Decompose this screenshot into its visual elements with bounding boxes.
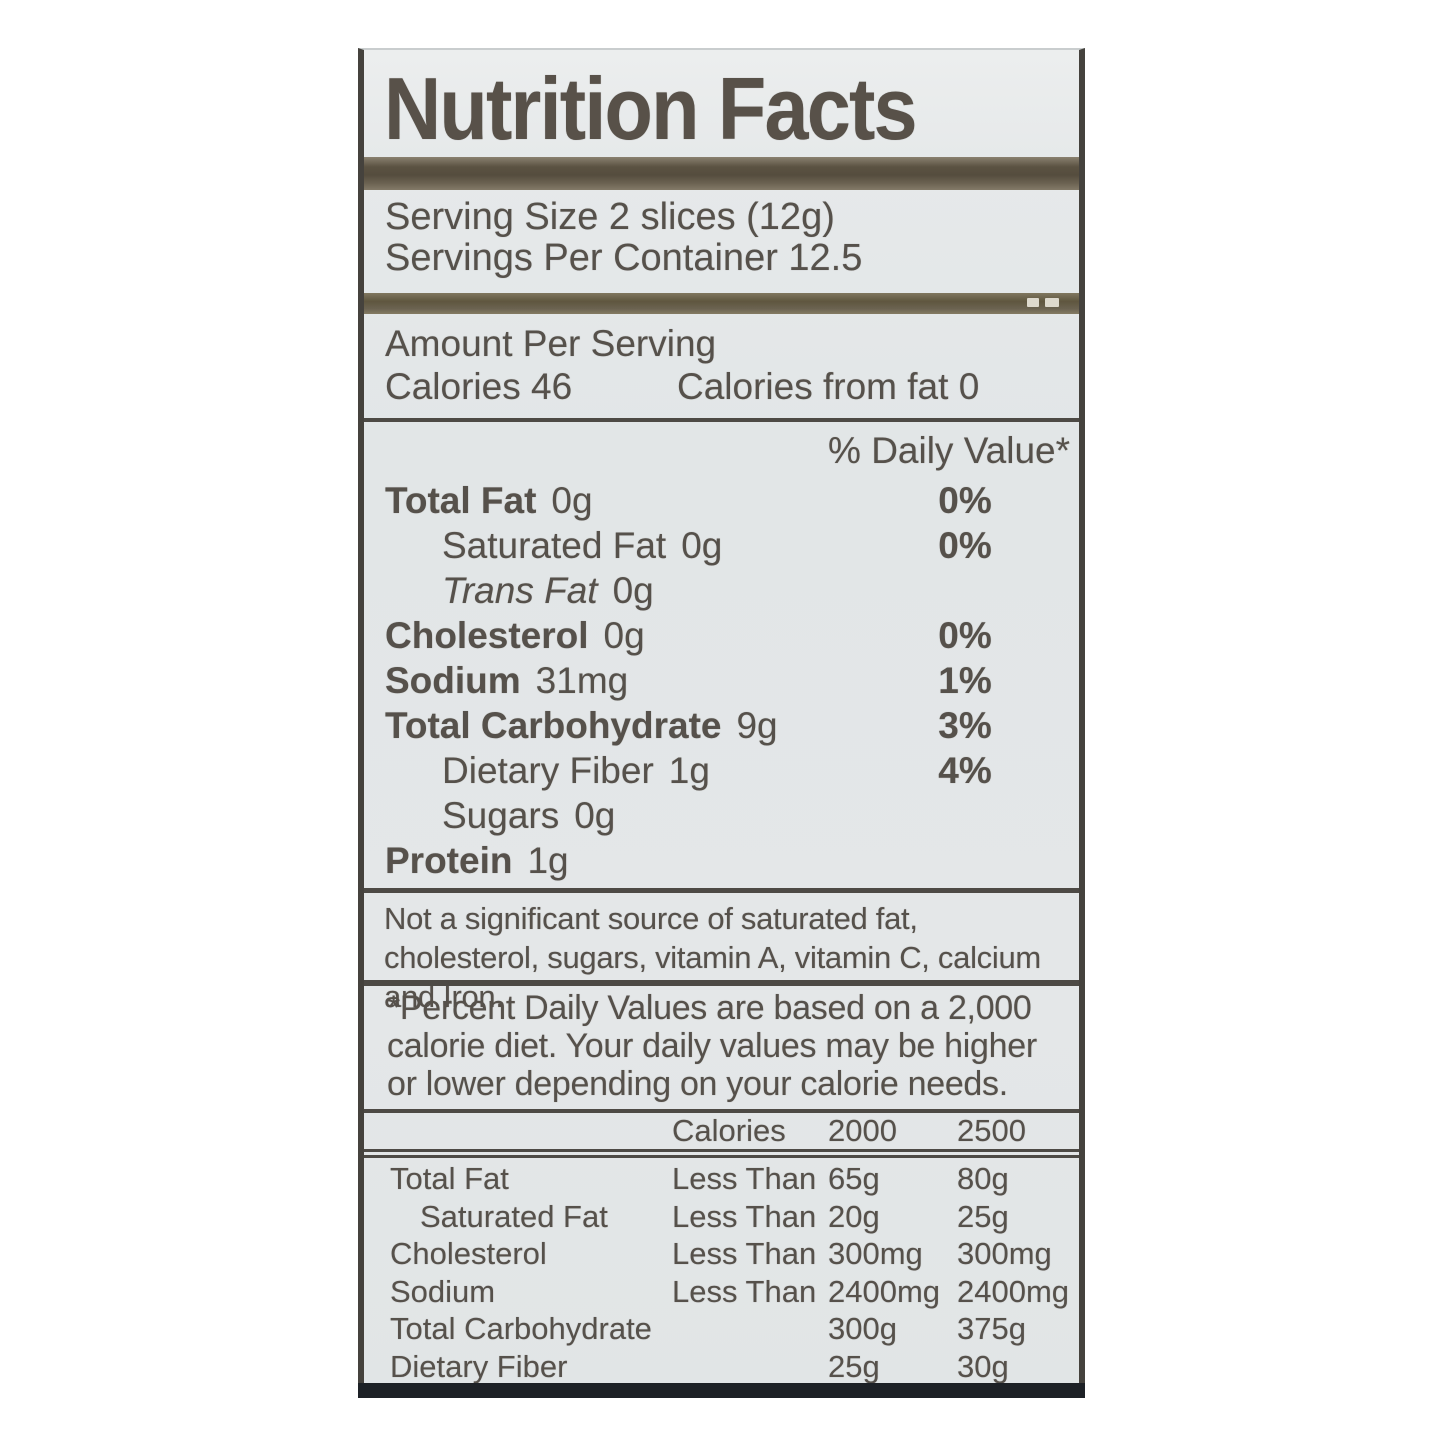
row-value-2000: 65g [828, 1161, 880, 1196]
nutrient-name: Saturated Fat [442, 525, 667, 566]
header-2000: 2000 [828, 1113, 897, 1148]
row-value-2500: 80g [957, 1161, 1009, 1196]
serving-info: Serving Size 2 slices (12g) Servings Per… [385, 197, 1065, 279]
bar-print-defect [1027, 298, 1039, 307]
serving-divider-bar [364, 293, 1079, 314]
horizontal-rule [364, 888, 1079, 893]
nutrient-row-protein: Protein 1g [385, 838, 1065, 883]
nutrient-name: Sodium [385, 660, 521, 701]
nutrient-name: Total Fat [385, 480, 537, 521]
nutrient-daily-value: 1% [938, 660, 992, 701]
amount-per-serving-label: Amount Per Serving [385, 323, 717, 364]
nutrition-facts-title: Nutrition Facts [384, 59, 918, 158]
nutrient-name: Total Carbohydrate [385, 705, 722, 746]
horizontal-rule [364, 418, 1079, 422]
bar-print-defect [1045, 298, 1059, 307]
nutrient-row-total-fat: Total Fat 0g 0% [385, 478, 1065, 523]
row-value-2000: 300mg [828, 1236, 923, 1271]
row-qualifier: Less Than [672, 1236, 817, 1271]
nutrient-name: Cholesterol [385, 615, 589, 656]
horizontal-rule [364, 1109, 1079, 1113]
row-value-2500: 375g [957, 1311, 1026, 1346]
row-name: Saturated Fat [420, 1198, 608, 1234]
nutrient-list: Total Fat 0g 0% Saturated Fat 0g 0% Trans … [385, 478, 1065, 883]
table-row-total-fat: Total Fat Less Than 65g 80g [385, 1160, 1069, 1198]
nutrient-row-trans-fat: Trans Fat 0g [385, 568, 1065, 613]
row-name: Dietary Fiber [390, 1348, 568, 1384]
row-name: Sodium [390, 1273, 496, 1309]
calories-from-fat: Calories from fat 0 [677, 366, 980, 407]
percent-daily-values-note: *Percent Daily Values are based on a 2,0… [387, 989, 1037, 1103]
nutrient-amount: 1g [668, 750, 710, 791]
calories-row: Calories 46 Calories from fat 0 [385, 366, 1065, 408]
row-qualifier: Less Than [672, 1198, 817, 1234]
nutrient-row-saturated-fat: Saturated Fat 0g 0% [385, 523, 1065, 568]
row-value-2000: 2400mg [828, 1273, 941, 1309]
row-name: Total Fat [390, 1161, 509, 1196]
row-value-2000: 300g [828, 1311, 897, 1346]
title-divider-bar [364, 157, 1079, 190]
row-value-2500: 30g [957, 1348, 1009, 1384]
nutrient-name: Protein [385, 840, 513, 881]
table-row-total-carbohydrate: Total Carbohydrate 300g 375g [385, 1310, 1069, 1348]
serving-size: Serving Size 2 slices (12g) [385, 196, 835, 238]
label-bottom-edge [358, 1383, 1085, 1398]
table-row-saturated-fat: Saturated Fat Less Than 20g 25g [385, 1198, 1069, 1236]
nutrient-amount: 9g [736, 705, 778, 746]
servings-per-container: Servings Per Container 12.5 [385, 237, 863, 279]
nutrient-daily-value: 4% [938, 750, 992, 791]
row-value-2500: 2400mg [957, 1273, 1070, 1309]
nutrient-amount: 0g [603, 615, 645, 656]
nutrient-amount: 31mg [535, 660, 629, 701]
nutrient-row-cholesterol: Cholesterol 0g 0% [385, 613, 1065, 658]
row-value-2000: 25g [828, 1348, 880, 1384]
horizontal-rule [364, 980, 1079, 986]
not-significant-source-text: Not a significant source of saturated fa… [384, 901, 1041, 1014]
nutrient-daily-value: 3% [938, 705, 992, 746]
nutrient-name: Dietary Fiber [442, 750, 654, 791]
calories-value: Calories 46 [385, 366, 573, 407]
nutrient-row-dietary-fiber: Dietary Fiber 1g 4% [385, 748, 1065, 793]
nutrient-daily-value: 0% [938, 525, 992, 566]
header-calories: Calories [672, 1113, 786, 1148]
nutrient-row-total-carbohydrate: Total Carbohydrate 9g 3% [385, 703, 1065, 748]
table-row-cholesterol: Cholesterol Less Than 300mg 300mg [385, 1235, 1069, 1273]
nutrient-name: Sugars [442, 795, 560, 836]
row-value-2500: 300mg [957, 1236, 1052, 1271]
nutrient-amount: 0g [681, 525, 723, 566]
row-qualifier: Less Than [672, 1273, 817, 1309]
footnote-table: Total Fat Less Than 65g 80g Saturated Fa… [385, 1160, 1069, 1385]
nutrient-name: Trans Fat [442, 570, 598, 611]
footnote-table-header: Calories 2000 2500 [385, 1114, 1069, 1148]
nutrient-amount: 0g [551, 480, 593, 521]
daily-value-header: % Daily Value* [828, 430, 1070, 471]
table-row-dietary-fiber: Dietary Fiber 25g 30g [385, 1348, 1069, 1386]
double-rule [364, 1149, 1079, 1158]
row-name: Cholesterol [390, 1236, 547, 1271]
row-value-2500: 25g [957, 1198, 1009, 1234]
table-row-sodium: Sodium Less Than 2400mg 2400mg [385, 1273, 1069, 1311]
nutrient-daily-value: 0% [938, 615, 992, 656]
nutrition-facts-label: Nutrition Facts Serving Size 2 slices (1… [358, 48, 1085, 1398]
row-value-2000: 20g [828, 1198, 880, 1234]
row-name: Total Carbohydrate [390, 1311, 652, 1346]
nutrient-amount: 0g [574, 795, 616, 836]
row-qualifier: Less Than [672, 1161, 817, 1196]
header-2500: 2500 [957, 1113, 1026, 1148]
nutrient-amount: 0g [612, 570, 654, 611]
nutrient-row-sugars: Sugars 0g [385, 793, 1065, 838]
nutrient-amount: 1g [527, 840, 569, 881]
nutrient-row-sodium: Sodium 31mg 1% [385, 658, 1065, 703]
nutrient-daily-value: 0% [938, 480, 992, 521]
